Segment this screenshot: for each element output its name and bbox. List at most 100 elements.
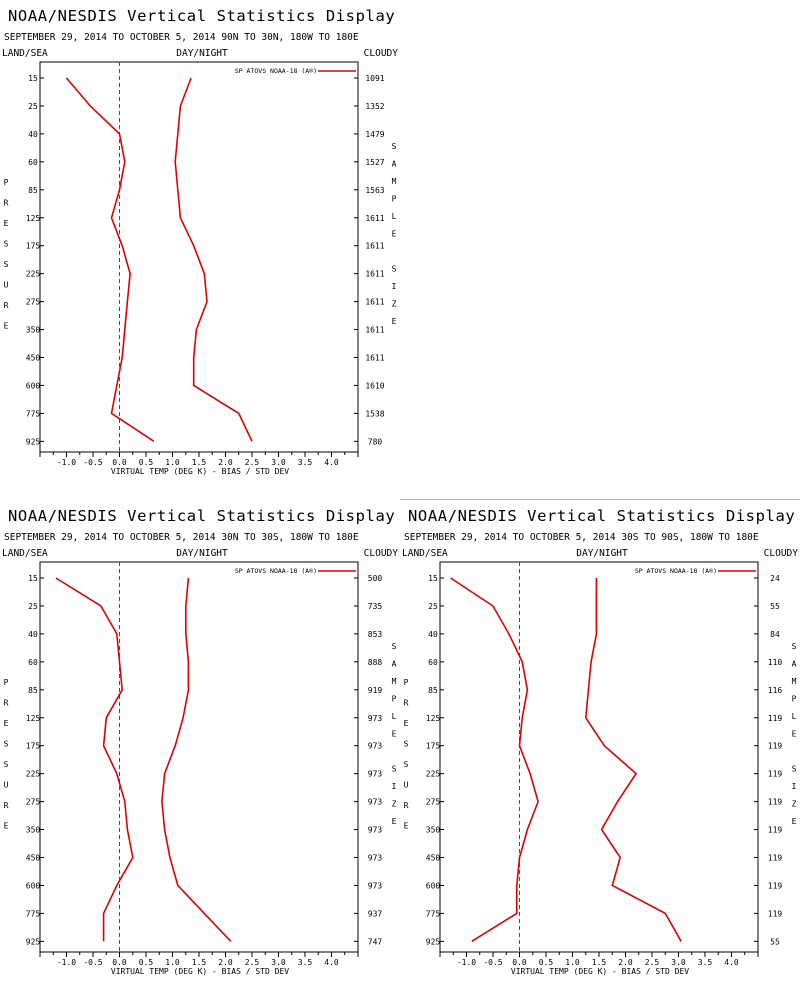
pressure-label: 775 — [26, 409, 41, 418]
pressure-label: 775 — [426, 909, 441, 918]
sample-size-label: 119 — [768, 854, 783, 863]
pressure-label: 40 — [28, 130, 38, 139]
chart-svg: NOAA/NESDIS Vertical Statistics Display S… — [2, 507, 399, 976]
x-tick-label: 0.0 — [512, 958, 527, 967]
sample-size-label: 1352 — [365, 102, 384, 111]
sample-size-label: 110 — [768, 658, 783, 667]
x-tick-label: -0.5 — [83, 458, 102, 467]
x-tick-label: 0.5 — [139, 458, 154, 467]
sample-size-label: 780 — [368, 437, 383, 446]
pressure-label: 275 — [426, 798, 441, 807]
pressure-label: 125 — [426, 714, 441, 723]
x-tick-label: 1.5 — [192, 958, 207, 967]
x-tick-label: -0.5 — [483, 958, 502, 967]
sample-size-axis-letter: S — [392, 265, 397, 274]
label-cloudy: CLOUDY — [364, 48, 399, 59]
sample-size-axis-letter: M — [392, 177, 397, 186]
pressure-label: 15 — [28, 74, 38, 83]
legend-label: SP ATOVS NOAA-18 (A®) — [235, 67, 317, 75]
x-tick-label: 3.5 — [298, 958, 313, 967]
x-tick-label: 3.0 — [271, 958, 286, 967]
x-tick-label: 2.5 — [245, 458, 260, 467]
sample-size-axis-letter: I — [392, 782, 397, 791]
chart-title: NOAA/NESDIS Vertical Statistics Display — [408, 507, 795, 525]
pressure-label: 85 — [28, 186, 38, 195]
sample-size-axis-letter: Z — [792, 800, 797, 809]
pressure-label: 125 — [26, 714, 41, 723]
pressure-axis-letter: E — [4, 719, 9, 728]
sample-size-axis-letter: P — [392, 195, 397, 204]
chart-panel-30s-90s: NOAA/NESDIS Vertical Statistics Display S… — [400, 500, 800, 1000]
legend-label: SP ATOVS NOAA-18 (A®) — [635, 567, 717, 575]
pressure-label: 350 — [426, 826, 441, 835]
sample-size-axis-letter: E — [392, 317, 397, 326]
x-tick-label: 0.0 — [112, 458, 127, 467]
sample-size-axis-letter: L — [792, 712, 797, 721]
x-tick-label: 3.5 — [698, 958, 713, 967]
sample-size-axis-letter: S — [392, 142, 397, 151]
pressure-label: 175 — [426, 742, 441, 751]
x-axis-label: VIRTUAL TEMP (DEG K) - BIAS / STD DEV — [111, 967, 289, 976]
sample-size-label: 1611 — [365, 242, 384, 251]
x-tick-label: 3.0 — [271, 458, 286, 467]
x-tick-label: 3.5 — [298, 458, 313, 467]
pressure-axis-letter: S — [4, 260, 9, 269]
sample-size-label: 119 — [768, 714, 783, 723]
sample-size-label: 119 — [768, 798, 783, 807]
pressure-label: 40 — [428, 630, 438, 639]
pressure-axis-letter: U — [4, 781, 9, 790]
pressure-label: 275 — [26, 298, 41, 307]
sample-size-label: 973 — [368, 714, 383, 723]
pressure-axis-letter: E — [404, 719, 409, 728]
sample-size-axis-letter: A — [392, 160, 397, 169]
pressure-axis-letter: P — [4, 178, 9, 187]
x-tick-label: 1.5 — [592, 958, 607, 967]
chart-subtitle: SEPTEMBER 29, 2014 TO OCTOBER 5, 2014 90… — [4, 32, 359, 43]
sample-size-label: 1611 — [365, 326, 384, 335]
pressure-label: 450 — [26, 354, 41, 363]
sample-size-label: 84 — [770, 630, 780, 639]
pressure-label: 175 — [26, 742, 41, 751]
x-tick-label: 2.0 — [218, 458, 233, 467]
sample-size-label: 919 — [368, 686, 383, 695]
x-tick-label: 4.0 — [324, 458, 339, 467]
pressure-label: 15 — [28, 574, 38, 583]
sample-size-label: 1611 — [365, 214, 384, 223]
sample-size-label: 1479 — [365, 130, 384, 139]
sample-size-label: 119 — [768, 909, 783, 918]
pressure-axis-letter: E — [404, 822, 409, 831]
pressure-label: 225 — [26, 270, 41, 279]
sample-size-axis-letter: Z — [392, 300, 397, 309]
pressure-axis-letter: R — [4, 301, 9, 310]
sample-size-axis-letter: A — [392, 660, 397, 669]
pressure-label: 925 — [26, 437, 41, 446]
pressure-axis-letter: S — [4, 240, 9, 249]
sample-size-label: 119 — [768, 770, 783, 779]
sample-size-axis-letter: M — [792, 677, 797, 686]
sample-size-label: 853 — [368, 630, 383, 639]
pressure-label: 925 — [426, 937, 441, 946]
pressure-axis-letter: S — [4, 760, 9, 769]
x-tick-label: 0.5 — [139, 958, 154, 967]
label-day-night: DAY/NIGHT — [176, 548, 228, 559]
pressure-axis-letter: S — [4, 740, 9, 749]
series-stddev-line — [174, 77, 253, 442]
sample-size-label: 55 — [770, 602, 780, 611]
x-tick-label: 0.5 — [539, 958, 554, 967]
legend-label: SP ATOVS NOAA-18 (A®) — [235, 567, 317, 575]
label-cloudy: CLOUDY — [364, 548, 399, 559]
label-day-night: DAY/NIGHT — [176, 48, 228, 59]
pressure-axis-letter: E — [4, 219, 9, 228]
pressure-label: 15 — [428, 574, 438, 583]
pressure-axis-letter: R — [404, 801, 409, 810]
pressure-label: 450 — [426, 854, 441, 863]
pressure-label: 225 — [426, 770, 441, 779]
pressure-axis-letter: E — [4, 322, 9, 331]
sample-size-axis-letter: M — [392, 677, 397, 686]
pressure-axis-letter: P — [404, 678, 409, 687]
series-bias-line — [65, 77, 155, 442]
sample-size-label: 55 — [770, 937, 780, 946]
pressure-axis-letter: R — [4, 199, 9, 208]
pressure-label: 600 — [26, 381, 41, 390]
sample-size-label: 973 — [368, 798, 383, 807]
